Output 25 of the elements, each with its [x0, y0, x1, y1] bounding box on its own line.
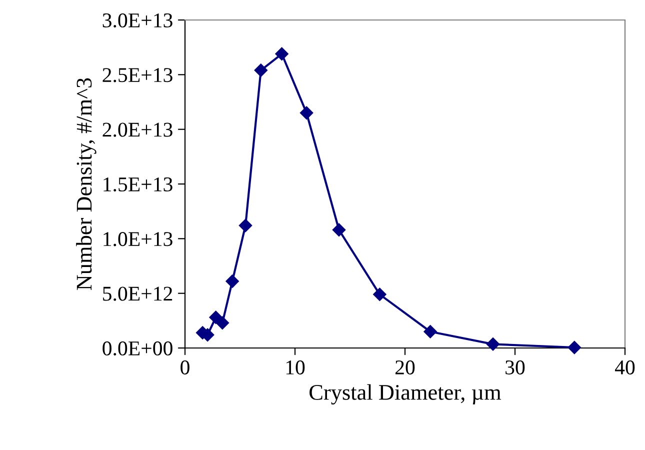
- y-tick-label: 1.0E+13: [104, 232, 172, 246]
- point: [424, 325, 437, 338]
- point: [226, 274, 239, 288]
- y-tick-label: 2.5E+13: [102, 68, 172, 82]
- point: [238, 218, 252, 232]
- point: [300, 106, 314, 120]
- point: [373, 288, 386, 302]
- x-axis-title: Crystal Diameter, µm: [310, 384, 502, 404]
- x-tick-label: 20: [396, 360, 415, 374]
- point: [254, 64, 268, 77]
- point: [486, 338, 500, 351]
- y-tick-label: 3.0E+13: [102, 13, 172, 28]
- y-tick-label: 1.5E+13: [104, 177, 172, 192]
- x-tick-label: 30: [506, 360, 525, 374]
- point: [568, 340, 581, 354]
- y-tick-label: 0.0E+00: [102, 341, 172, 356]
- y-axis-title: Number Density, #/m^3: [76, 78, 96, 290]
- y-tick-label: 2.0E+13: [102, 122, 172, 137]
- x-tick-label: 0: [180, 360, 190, 374]
- x-tick-label: 10: [286, 360, 305, 374]
- x-tick-label: 40: [614, 360, 635, 374]
- y-tick-label: 5.0E+12: [103, 286, 172, 301]
- point: [332, 223, 346, 237]
- point: [216, 316, 229, 330]
- point: [275, 47, 288, 60]
